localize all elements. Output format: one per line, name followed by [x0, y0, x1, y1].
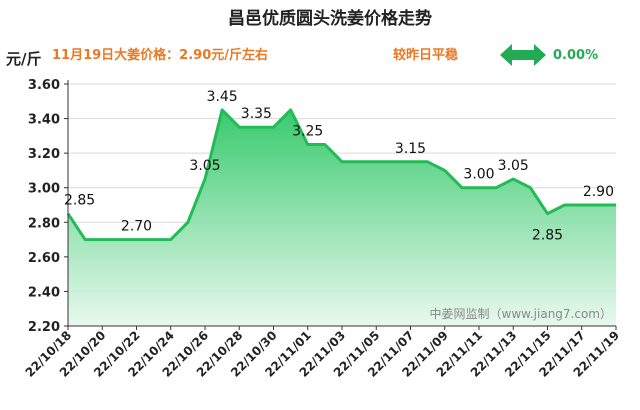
data-label: 3.45 — [207, 89, 238, 105]
trend-info: 较昨日平稳 — [393, 47, 458, 63]
area-fill — [68, 109, 616, 327]
y-tick-label: 3.60 — [28, 78, 60, 93]
y-axis-unit: 元/斤 — [6, 50, 41, 68]
watermark: 中姜网监制（www.jiang7.com） — [430, 306, 612, 321]
y-tick-label: 3.20 — [28, 147, 60, 162]
series-line — [66, 108, 616, 242]
data-label: 2.70 — [121, 219, 152, 235]
y-tick-label: 3.40 — [28, 113, 60, 128]
price-info: 11月19日大姜价格：2.90元/斤左右 — [52, 47, 268, 63]
y-tick-labels: 2.20 2.40 2.60 2.80 3.00 3.20 3.40 3.60 — [28, 78, 68, 335]
data-label: 3.35 — [241, 106, 272, 122]
x-tick-labels: 22/10/1822/10/2022/10/2222/10/2422/10/26… — [23, 326, 622, 380]
data-labels: 2.852.703.053.453.353.253.153.003.052.85… — [64, 89, 614, 244]
change-percent: 0.00% — [553, 48, 598, 63]
chart-title: 昌邑优质圆头洗姜价格走势 — [228, 8, 432, 29]
y-tick-label: 2.20 — [28, 320, 60, 335]
y-tick-label: 2.40 — [28, 285, 60, 300]
double-arrow-icon — [500, 44, 546, 66]
data-label: 2.90 — [583, 184, 614, 200]
y-tick-label: 3.00 — [28, 182, 60, 197]
data-label: 2.85 — [64, 193, 95, 209]
data-label: 3.05 — [498, 158, 529, 174]
data-label: 3.00 — [463, 167, 494, 183]
data-label: 2.85 — [532, 228, 563, 244]
price-area — [66, 108, 616, 327]
data-label: 3.25 — [292, 124, 323, 140]
y-tick-label: 2.80 — [28, 216, 60, 231]
data-label: 3.05 — [189, 158, 220, 174]
y-tick-label: 2.60 — [28, 251, 60, 266]
data-label: 3.15 — [395, 141, 426, 157]
